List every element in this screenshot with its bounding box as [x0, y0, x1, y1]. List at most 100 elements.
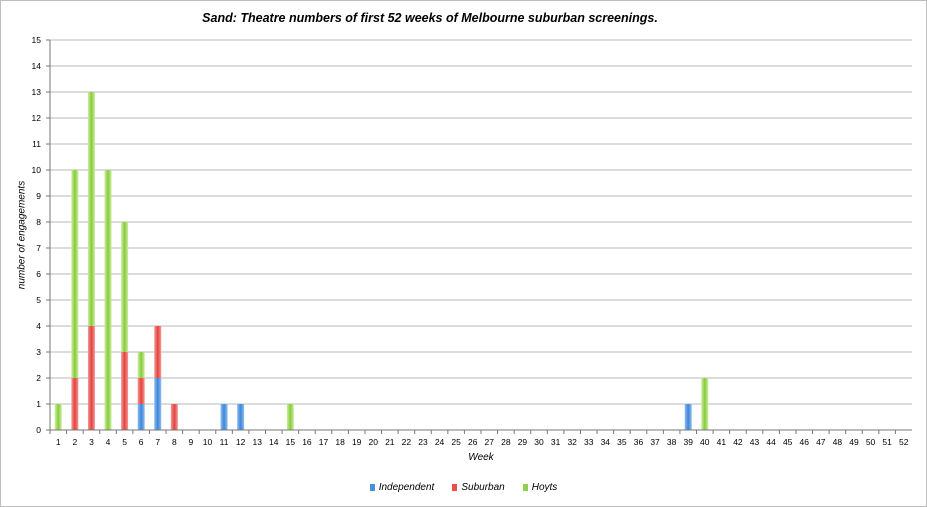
x-tick-label: 32 — [567, 437, 577, 447]
x-tick-label: 51 — [882, 437, 892, 447]
x-tick-label: 20 — [369, 437, 379, 447]
legend-item-independent: Independent — [369, 482, 435, 493]
y-tick-label: 10 — [32, 165, 42, 175]
x-tick-label: 29 — [518, 437, 528, 447]
bar-hoyts-week-6 — [137, 352, 145, 378]
legend-swatch — [369, 484, 375, 491]
x-tick-label: 26 — [468, 437, 478, 447]
bar-independent-week-7 — [154, 378, 162, 430]
x-tick-label: 25 — [451, 437, 461, 447]
x-tick-label: 1 — [56, 437, 61, 447]
bar-hoyts-week-40 — [701, 378, 709, 430]
x-tick-label: 34 — [601, 437, 611, 447]
y-tick-label: 12 — [32, 113, 42, 123]
x-tick-label: 19 — [352, 437, 362, 447]
x-tick-label: 6 — [139, 437, 144, 447]
bar-suburban-week-6 — [137, 378, 145, 404]
x-tick-label: 39 — [683, 437, 693, 447]
x-tick-label: 45 — [783, 437, 793, 447]
y-tick-label: 13 — [32, 87, 42, 97]
bar-suburban-week-5 — [121, 352, 129, 430]
x-tick-label: 3 — [89, 437, 94, 447]
y-tick-label: 8 — [36, 217, 41, 227]
x-tick-label: 10 — [203, 437, 213, 447]
x-tick-label: 11 — [220, 437, 229, 447]
y-tick-label: 0 — [36, 425, 41, 435]
x-tick-label: 36 — [634, 437, 644, 447]
x-tick-label: 42 — [733, 437, 743, 447]
x-tick-label: 35 — [617, 437, 627, 447]
x-tick-label: 43 — [750, 437, 760, 447]
x-tick-label: 17 — [319, 437, 329, 447]
legend: Independent Suburban Hoyts — [0, 482, 927, 493]
x-tick-label: 31 — [551, 437, 561, 447]
x-axis-label: Week — [468, 452, 494, 463]
bar-hoyts-week-1 — [54, 404, 62, 430]
x-tick-label: 22 — [402, 437, 412, 447]
x-tick-label: 8 — [172, 437, 177, 447]
x-tick-label: 33 — [584, 437, 594, 447]
bar-independent-week-11 — [220, 404, 228, 430]
gridlines — [50, 39, 912, 405]
x-tick-label: 13 — [252, 437, 262, 447]
x-tick-label: 49 — [849, 437, 859, 447]
y-tick-label: 11 — [32, 139, 41, 149]
x-tick-label: 41 — [717, 437, 727, 447]
y-tick-label: 9 — [36, 191, 41, 201]
bar-independent-week-6 — [137, 404, 145, 430]
x-tick-label: 18 — [335, 437, 345, 447]
y-tick-label: 2 — [36, 373, 41, 383]
x-tick-label: 28 — [501, 437, 511, 447]
y-tick-label: 1 — [36, 399, 41, 409]
bar-suburban-week-2 — [71, 378, 79, 430]
legend-swatch — [522, 484, 528, 491]
x-tick-label: 15 — [286, 437, 296, 447]
bars — [54, 92, 709, 430]
x-tick-label: 40 — [700, 437, 710, 447]
bar-hoyts-week-3 — [87, 92, 95, 326]
bar-independent-week-39 — [684, 404, 692, 430]
legend-item-hoyts: Hoyts — [522, 482, 557, 493]
x-axis-ticks: 1 2 3 4 5 6 7 8 9 10 11 12 13 14 15 16 17 18 19 20 21 22 23 24 2… — [49, 430, 909, 447]
y-tick-label: 7 — [36, 243, 41, 253]
x-tick-label: 27 — [485, 437, 495, 447]
x-tick-label: 50 — [866, 437, 876, 447]
x-tick-label: 21 — [385, 437, 395, 447]
bar-hoyts-week-2 — [71, 170, 79, 378]
bar-hoyts-week-5 — [121, 222, 129, 352]
y-tick-label: 15 — [32, 35, 42, 45]
x-tick-label: 52 — [899, 437, 909, 447]
x-tick-label: 14 — [269, 437, 279, 447]
x-tick-label: 2 — [72, 437, 77, 447]
x-tick-label: 47 — [816, 437, 826, 447]
legend-label: Independent — [378, 482, 435, 493]
bar-independent-week-12 — [237, 404, 245, 430]
x-tick-label: 4 — [106, 437, 111, 447]
bar-hoyts-week-15 — [286, 404, 294, 430]
bar-suburban-week-8 — [170, 404, 178, 430]
x-tick-label: 9 — [189, 437, 194, 447]
y-tick-label: 3 — [36, 347, 41, 357]
x-tick-label: 30 — [534, 437, 544, 447]
x-tick-label: 16 — [302, 437, 312, 447]
bar-hoyts-week-4 — [104, 170, 112, 430]
legend-swatch — [452, 484, 458, 491]
x-tick-label: 5 — [122, 437, 127, 447]
x-tick-label: 44 — [766, 437, 776, 447]
x-tick-label: 37 — [650, 437, 660, 447]
legend-item-suburban: Suburban — [452, 482, 505, 493]
x-tick-label: 48 — [833, 437, 843, 447]
x-tick-label: 7 — [155, 437, 160, 447]
y-tick-label: 6 — [36, 269, 41, 279]
x-tick-label: 38 — [667, 437, 677, 447]
bar-suburban-week-7 — [154, 326, 162, 378]
x-tick-label: 23 — [418, 437, 428, 447]
legend-label: Suburban — [461, 482, 505, 493]
y-tick-label: 4 — [36, 321, 41, 331]
y-tick-label: 14 — [32, 61, 42, 71]
x-tick-label: 12 — [236, 437, 246, 447]
chart-title: Sand: Theatre numbers of first 52 weeks … — [202, 11, 658, 25]
x-tick-label: 46 — [800, 437, 810, 447]
bar-suburban-week-3 — [87, 326, 95, 430]
